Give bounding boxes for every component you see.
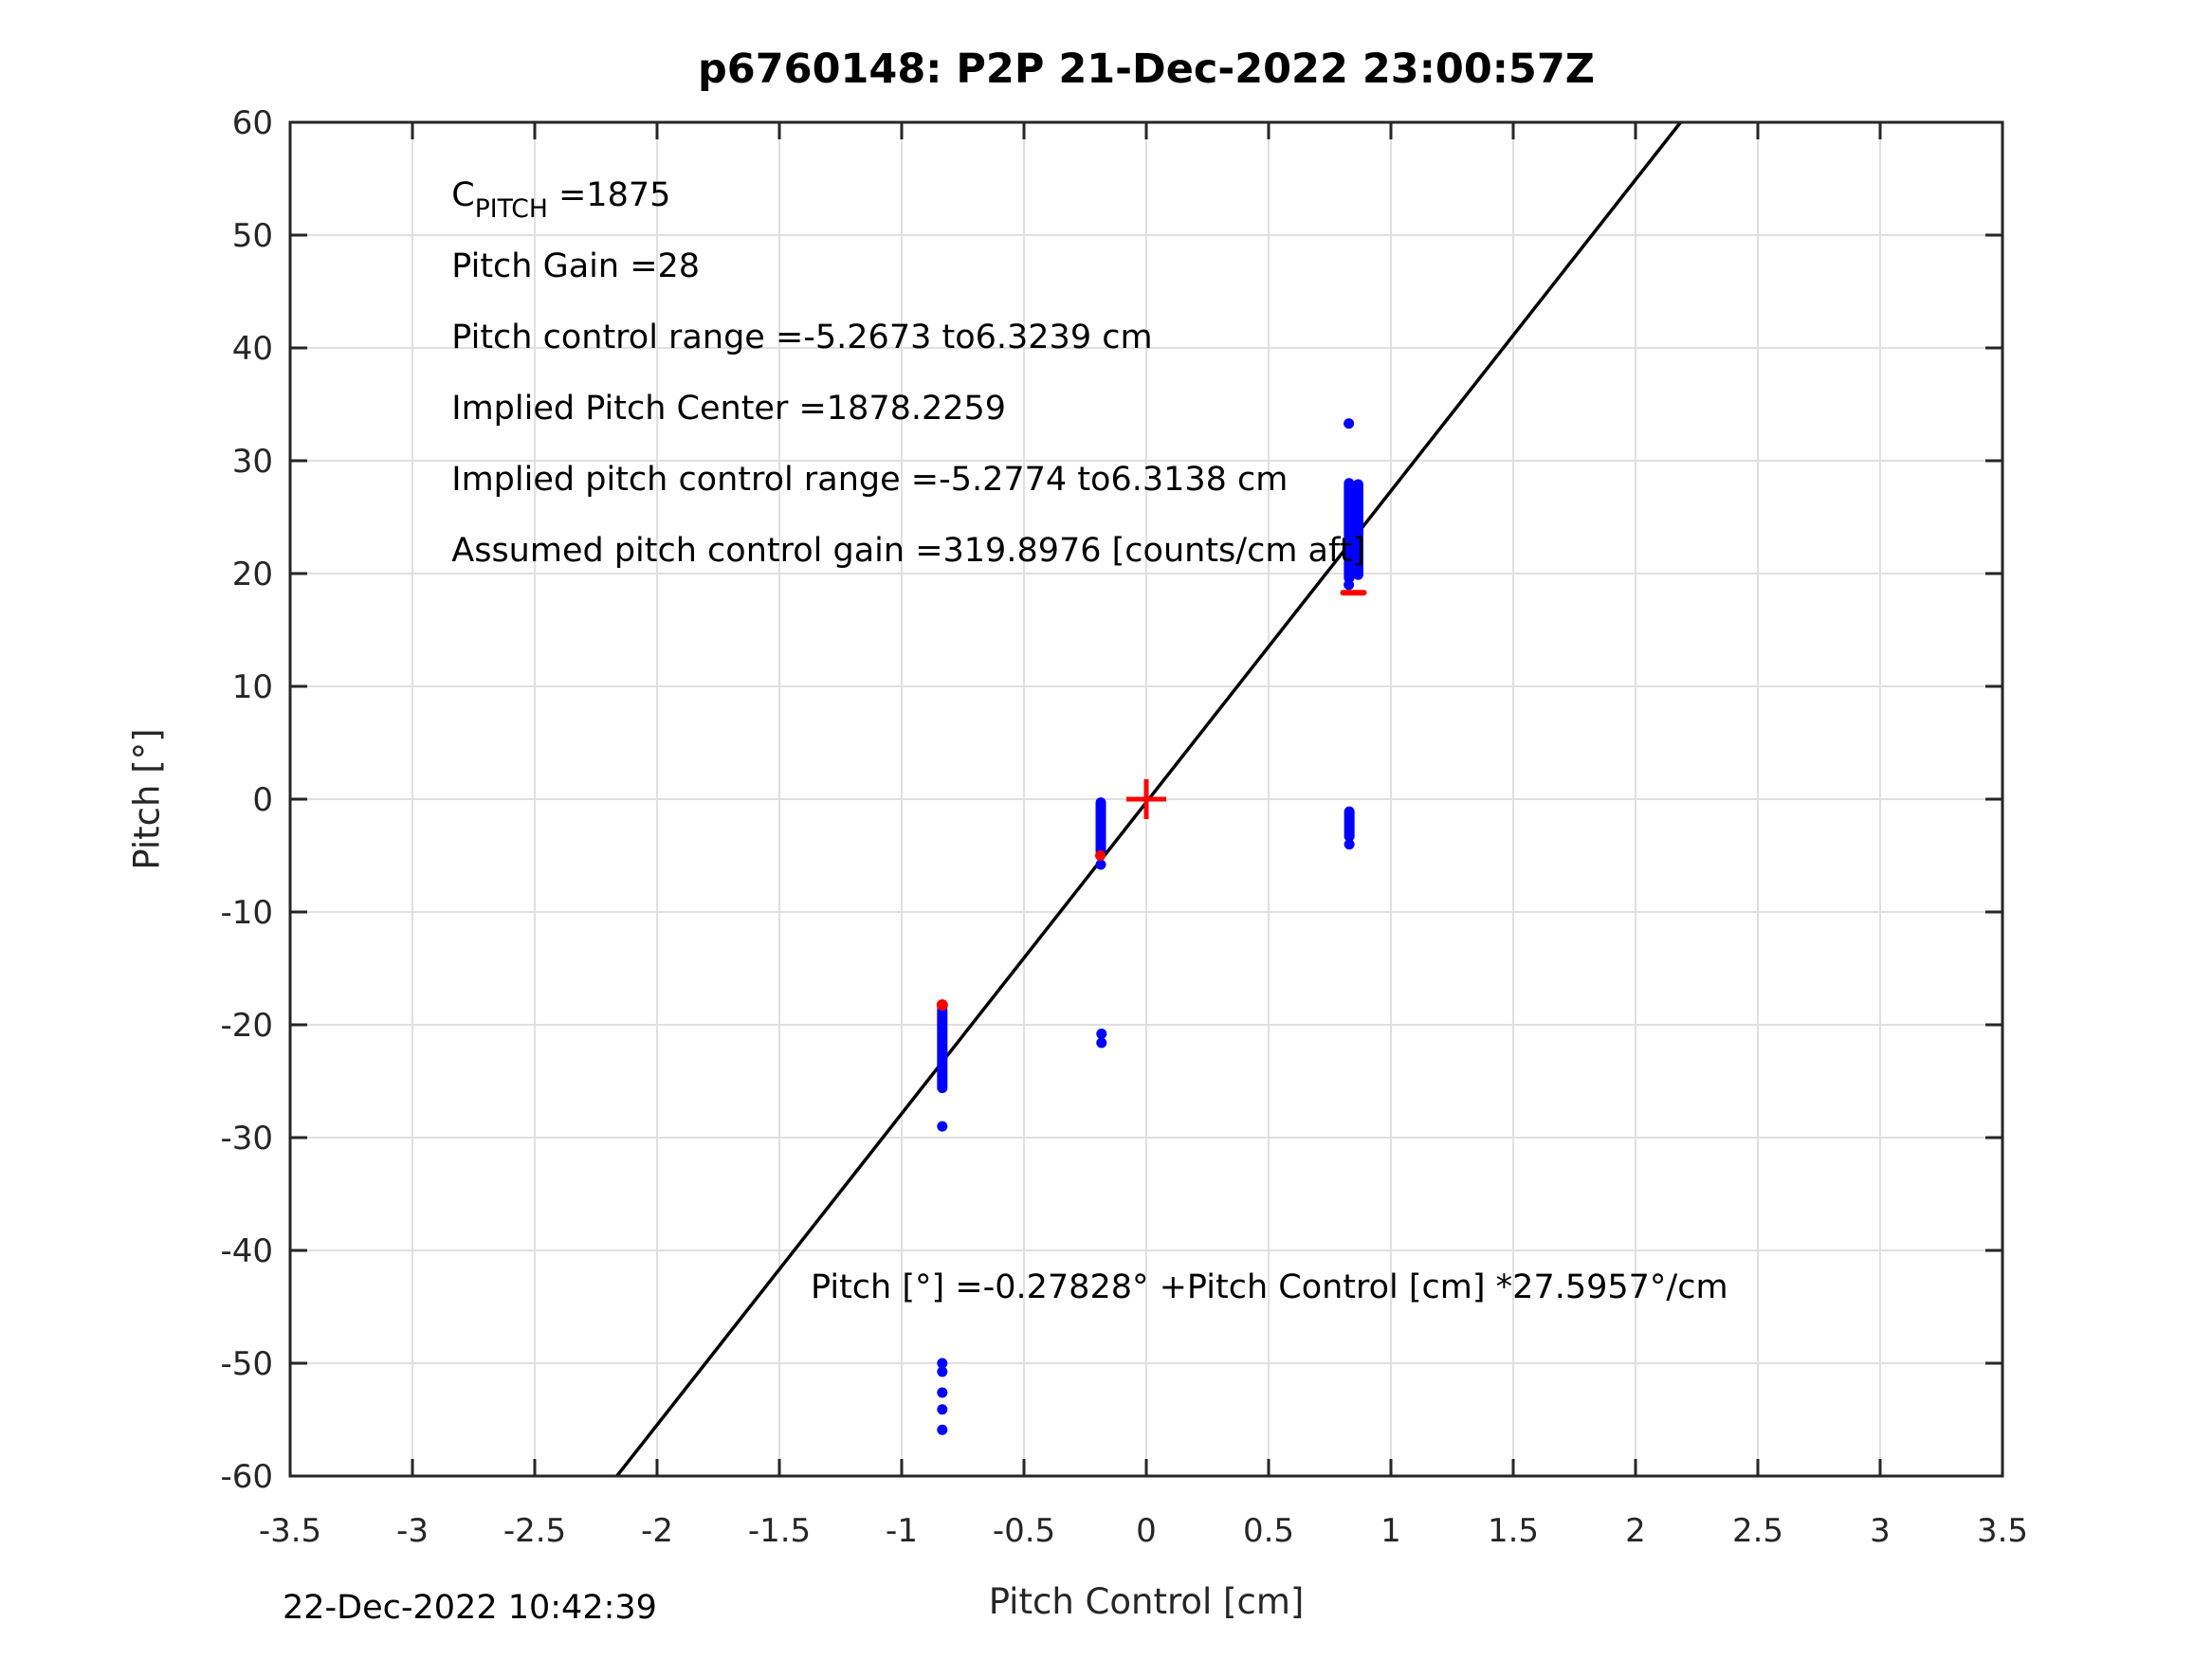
data-point (937, 1404, 948, 1415)
annotation-line: Pitch Gain =28 (451, 247, 700, 285)
data-point (937, 1387, 948, 1398)
data-point (937, 1358, 948, 1369)
annotation-line: Assumed pitch control gain =319.8976 [co… (451, 532, 1365, 570)
data-point (937, 1121, 948, 1132)
tick-label-x: 2 (1625, 1512, 1646, 1550)
data-point (1344, 579, 1355, 591)
data-point (1096, 1037, 1107, 1048)
data-point (937, 1366, 948, 1377)
tick-label-x: -2.5 (503, 1512, 566, 1550)
command-dot-marker (936, 999, 948, 1012)
x-axis-label: Pitch Control [cm] (988, 1581, 1305, 1622)
data-point (1344, 418, 1355, 429)
tick-label-y: 50 (232, 217, 273, 255)
tick-label-y: -30 (220, 1120, 273, 1158)
tick-label-x: 3 (1870, 1512, 1891, 1550)
tick-label-x: 1 (1380, 1512, 1401, 1550)
annotation-line: Pitch control range =-5.2673 to6.3239 cm (451, 319, 1152, 356)
tick-label-y: 20 (232, 556, 273, 593)
y-axis-label: Pitch [°] (126, 728, 168, 870)
chart-title: p6760148: P2P 21-Dec-2022 23:00:57Z (698, 46, 1595, 93)
data-point (1096, 1029, 1107, 1040)
tick-label-x: 0.5 (1243, 1512, 1294, 1550)
annotation-line: Implied pitch control range =-5.2774 to6… (451, 461, 1288, 499)
data-point (937, 1424, 948, 1435)
creation-timestamp: 22-Dec-2022 10:42:39 (283, 1589, 657, 1627)
tick-label-y: -60 (220, 1458, 273, 1496)
tick-label-x: -0.5 (993, 1512, 1055, 1550)
tick-label-y: 60 (232, 104, 273, 142)
tick-label-x: -2 (641, 1512, 673, 1550)
tick-label-y: -10 (220, 894, 273, 932)
fit-equation-label: Pitch [°] =-0.27828° +Pitch Control [cm]… (811, 1268, 1728, 1306)
tick-label-x: 2.5 (1732, 1512, 1783, 1550)
data-point (1095, 859, 1106, 870)
tick-label-y: 0 (252, 781, 273, 819)
tick-label-x: -3.5 (259, 1512, 321, 1550)
tick-label-y: 30 (232, 443, 273, 481)
tick-label-y: 10 (232, 668, 273, 706)
annotation-line: CPITCH =1875 (451, 176, 670, 224)
tick-label-x: 1.5 (1488, 1512, 1539, 1550)
axis-box (288, 120, 2004, 1478)
tick-label-y: 40 (232, 330, 273, 368)
command-dot-marker (1094, 850, 1106, 861)
tick-label-y: -50 (220, 1345, 273, 1383)
tick-label-x: 3.5 (1977, 1512, 2028, 1550)
tick-label-x: 0 (1136, 1512, 1157, 1550)
tick-label-x: -1 (886, 1512, 918, 1550)
tick-label-x: -3 (396, 1512, 429, 1550)
annotation-line: Implied Pitch Center =1878.2259 (451, 390, 1006, 428)
data-point (1344, 839, 1355, 850)
tick-label-y: -20 (220, 1007, 273, 1045)
tick-label-x: -1.5 (748, 1512, 811, 1550)
tick-label-y: -40 (220, 1232, 273, 1270)
